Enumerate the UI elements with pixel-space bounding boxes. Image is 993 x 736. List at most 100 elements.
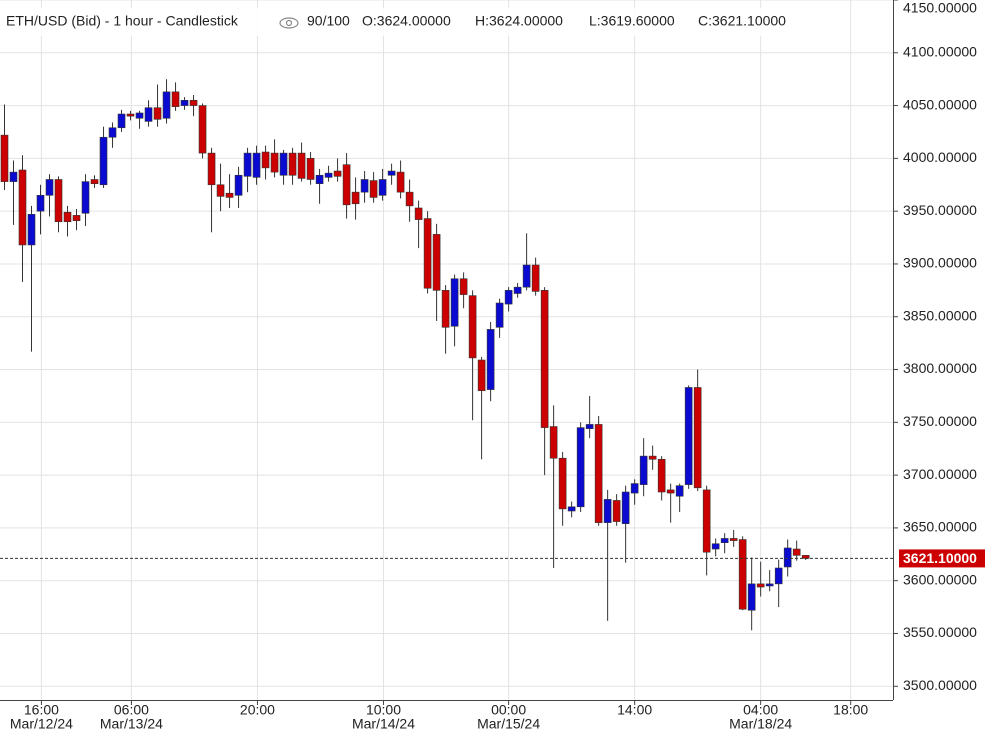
last-price-label: 3621.10000 [903, 550, 977, 566]
candle-body [594, 424, 603, 523]
candle-body [792, 548, 801, 556]
candle-body [126, 113, 135, 117]
x-tick-date: Mar/12/24 [10, 716, 73, 732]
x-tick-date: Mar/14/24 [352, 716, 415, 732]
candle-body [468, 295, 477, 359]
ohlc-open: O:3624.00000 [362, 13, 451, 29]
y-tick-label: 3850.00000 [903, 307, 977, 323]
candle-body [729, 538, 738, 541]
candle-body [549, 426, 558, 459]
candle-body [360, 179, 369, 193]
candle-body [270, 152, 279, 173]
x-tick-date: Mar/13/24 [100, 716, 163, 732]
candle-body [396, 171, 405, 193]
candle-body [135, 112, 144, 119]
y-tick-label: 3950.00000 [903, 202, 977, 218]
candle-body [531, 264, 540, 292]
y-tick-label: 4100.00000 [903, 43, 977, 59]
y-tick-label: 3700.00000 [903, 466, 977, 482]
candle-body [576, 427, 585, 508]
candle-body [252, 152, 261, 178]
candle-body [279, 152, 288, 176]
candle-body [171, 91, 180, 107]
candle-body [648, 455, 657, 460]
candle-body [216, 184, 225, 197]
candle-body [9, 171, 18, 182]
candle-body [558, 457, 567, 510]
y-tick-label: 4150.00000 [903, 0, 977, 16]
candle-body [675, 485, 684, 497]
eye-icon[interactable] [279, 17, 299, 29]
x-tick-label: 00:00 [491, 702, 526, 718]
candle-body [387, 170, 396, 176]
candle-body [666, 489, 675, 494]
y-tick-label: 3550.00000 [903, 624, 977, 640]
header-bg [0, 8, 820, 36]
candle-body [117, 113, 126, 129]
candle-body [657, 458, 666, 493]
y-tick-label: 3600.00000 [903, 571, 977, 587]
candle-body [711, 543, 720, 550]
candle-body [486, 329, 495, 390]
candle-body [333, 170, 342, 177]
counter: 90/100 [307, 13, 350, 29]
x-tick-date: Mar/18/24 [729, 716, 792, 732]
x-tick-label: 18:00 [833, 702, 868, 718]
x-tick-label: 14:00 [617, 702, 652, 718]
y-tick-label: 3800.00000 [903, 360, 977, 376]
candle-body [288, 152, 297, 176]
candle-body [585, 424, 594, 429]
x-tick-label: 10:00 [366, 702, 401, 718]
candle-body [765, 583, 774, 587]
y-tick-label: 4000.00000 [903, 149, 977, 165]
candle-body [351, 191, 360, 205]
candle-body [477, 359, 486, 391]
candle-body [738, 539, 747, 610]
candle-body [180, 100, 189, 106]
candle-body [495, 302, 504, 328]
y-tick-label: 4050.00000 [903, 96, 977, 112]
candle-body [522, 264, 531, 288]
candles [0, 79, 810, 631]
candle-body [198, 105, 207, 154]
x-tick-label: 06:00 [114, 702, 149, 718]
candle-body [207, 152, 216, 186]
candle-body [54, 179, 63, 223]
candle-body [378, 179, 387, 196]
candle-body [639, 455, 648, 485]
candle-body [684, 387, 693, 485]
y-tick-label: 3900.00000 [903, 255, 977, 271]
last-price-badge [899, 549, 985, 568]
y-tick-label: 3500.00000 [903, 677, 977, 693]
x-tick-label: 20:00 [240, 702, 275, 718]
candle-body [432, 234, 441, 291]
candle-body [540, 290, 549, 428]
candle-body [720, 538, 729, 543]
candle-body [567, 506, 576, 512]
candle-body [162, 91, 171, 119]
candle-body [774, 567, 783, 585]
candle-body [441, 290, 450, 328]
x-tick-label: 04:00 [743, 702, 778, 718]
x-tick-date: Mar/15/24 [477, 716, 540, 732]
candle-body [225, 192, 234, 198]
candle-body [459, 278, 468, 295]
candle-body [603, 499, 612, 523]
candle-body [630, 483, 639, 494]
candle-body [144, 107, 153, 122]
ohlc-high: H:3624.00000 [475, 13, 563, 29]
candle-body [90, 179, 99, 185]
candle-body [45, 179, 54, 196]
candle-body [0, 134, 9, 182]
candle-body [450, 278, 459, 327]
ohlc-low: L:3619.60000 [589, 13, 675, 29]
candle-body [414, 207, 423, 220]
candle-body [693, 387, 702, 489]
candle-body [234, 174, 243, 196]
candle-body [297, 152, 306, 179]
candle-body [315, 174, 324, 185]
candle-body [756, 583, 765, 588]
candle-body [108, 127, 117, 138]
